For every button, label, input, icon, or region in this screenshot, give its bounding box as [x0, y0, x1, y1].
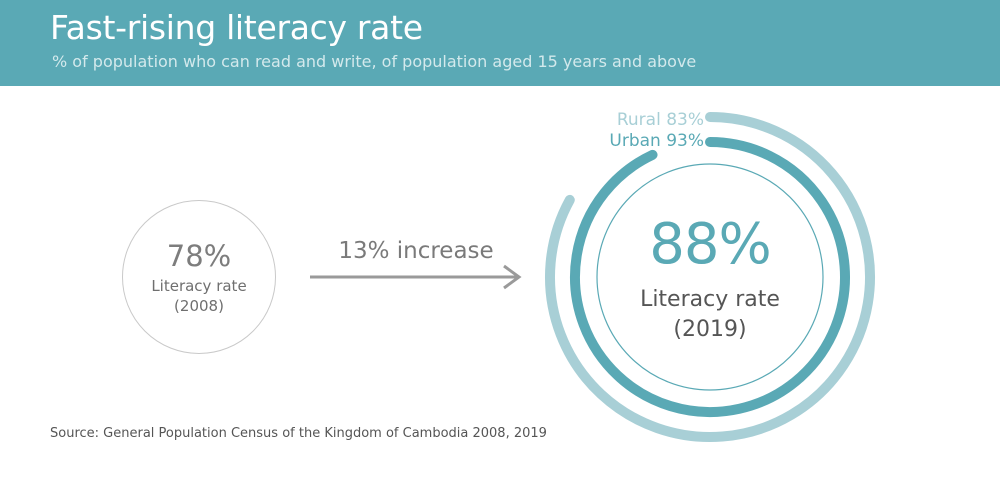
ring-rural — [545, 112, 875, 442]
label-2019-block: Literacy rate (2019) — [597, 285, 823, 345]
source-note: Source: General Population Census of the… — [50, 426, 547, 441]
urban-label: Urban 93% — [609, 131, 704, 151]
chart-title: Fast-rising literacy rate — [50, 8, 423, 47]
value-2008: 78% — [166, 239, 232, 273]
label-2008: Literacy rate — [151, 277, 247, 295]
ring-urban — [570, 137, 850, 417]
rural-label: Rural 83% — [616, 110, 704, 130]
label-2019: Literacy rate — [640, 287, 780, 312]
year-2019: (2019) — [673, 317, 747, 342]
year-2008: (2008) — [174, 297, 224, 315]
circle-2008 — [122, 200, 276, 354]
label-2008-block: Literacy rate (2008) — [122, 276, 276, 316]
chart-subtitle: % of population who can read and write, … — [52, 52, 697, 71]
inner-circle-2019 — [596, 163, 824, 391]
increase-label: 13% increase — [338, 238, 494, 264]
header-banner: Fast-rising literacy rate % of populatio… — [0, 0, 1000, 86]
value-2019: 88% — [649, 212, 771, 277]
